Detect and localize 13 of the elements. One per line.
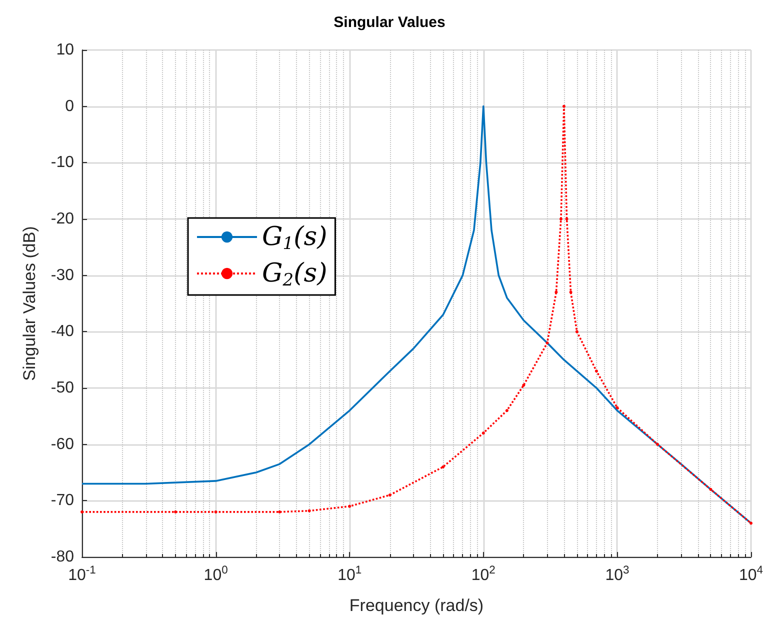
y-tick-label: 10: [56, 42, 74, 58]
y-tick-label: -70: [50, 492, 74, 510]
y-tick-label: -60: [50, 436, 74, 453]
y-tick-label: -20: [50, 210, 74, 228]
y-axis-title: Singular Values (dB): [20, 226, 39, 381]
chart-title: Singular Values: [334, 14, 446, 31]
x-axis-title: Frequency (rad/s): [349, 596, 484, 615]
y-tick-label: -80: [50, 548, 74, 566]
y-tick-label: -10: [50, 154, 74, 172]
y-tick-label: -50: [50, 380, 74, 396]
y-tick-label: 0: [65, 98, 74, 115]
y-tick-label: -40: [50, 323, 74, 340]
y-tick-label: -30: [50, 266, 74, 284]
